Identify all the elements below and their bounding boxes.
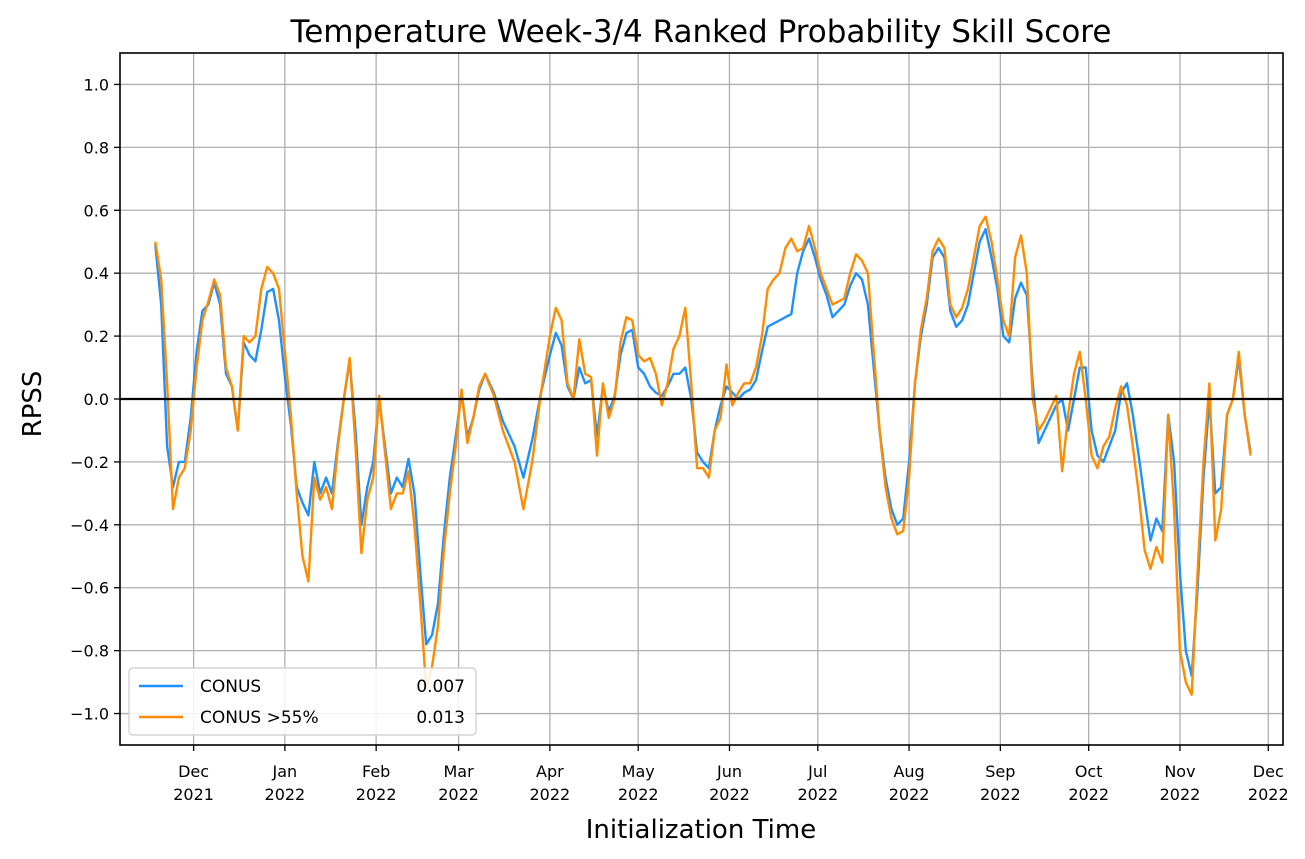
x-axis-label: Initialization Time [586, 815, 816, 845]
chart-title: Temperature Week-3/4 Ranked Probability … [290, 14, 1112, 50]
x-tick-label-year: 2022 [797, 785, 838, 804]
y-tick-label: 0.4 [84, 264, 109, 283]
x-tick-label-year: 2022 [980, 785, 1021, 804]
legend: CONUS 0.007 CONUS >55% 0.013 [128, 667, 477, 736]
series-line-conus-55 [154, 215, 1252, 696]
y-tick-label: 0.2 [84, 327, 109, 346]
x-tick-label-year: 2022 [530, 785, 571, 804]
x-tick-label: Dec [178, 762, 209, 781]
x-tick-label-year: 2022 [265, 785, 306, 804]
x-tick-label: Jan [272, 762, 298, 781]
y-tick-label: 0.0 [84, 390, 109, 409]
x-tick-label-year: 2022 [356, 785, 397, 804]
x-tick-label: Jul [807, 762, 827, 781]
x-tick-label: Aug [893, 762, 924, 781]
y-tick-label: 0.6 [84, 201, 109, 220]
series-line-conus [154, 227, 1252, 677]
x-tick-label-year: 2022 [889, 785, 930, 804]
x-tick-label: Nov [1164, 762, 1195, 781]
x-tick-label: Dec [1253, 762, 1284, 781]
legend-label-conus: CONUS [200, 677, 261, 697]
x-tick-label: Oct [1075, 762, 1103, 781]
y-tick-label: −0.6 [70, 579, 109, 598]
x-tick-label-year: 2022 [1160, 785, 1201, 804]
y-tick-label: −0.8 [70, 642, 109, 661]
x-tick-label-year: 2022 [1068, 785, 1109, 804]
x-tick-label-year: 2022 [618, 785, 659, 804]
legend-value-conus: 0.007 [416, 677, 465, 697]
legend-label-conus-55: CONUS >55% [200, 708, 319, 728]
x-tick-label: Jun [716, 762, 742, 781]
y-tick-label: 1.0 [84, 75, 109, 94]
y-tick-label: −1.0 [70, 705, 109, 724]
x-tick-label-year: 2022 [709, 785, 750, 804]
y-tick-label: −0.4 [70, 516, 109, 535]
x-tick-label: Mar [444, 762, 475, 781]
x-tick-label: May [622, 762, 655, 781]
x-axis-ticks: Dec 2021 Jan 2022 Feb 2022 Mar 2022 Apr 2022 May 20… [173, 745, 1289, 804]
y-tick-label: −0.2 [70, 453, 109, 472]
x-tick-label-year: 2021 [173, 785, 214, 804]
y-axis-ticks: 1.0 0.8 0.6 0.4 0.2 0.0 −0.2 −0.4 −0.6 −0.8 −1.0 [70, 75, 120, 724]
x-tick-label-year: 2022 [1248, 785, 1289, 804]
y-tick-label: 0.8 [84, 138, 109, 157]
x-tick-label: Feb [362, 762, 390, 781]
x-tick-label-year: 2022 [438, 785, 479, 804]
series-lines [154, 215, 1252, 696]
x-tick-label: Sep [985, 762, 1015, 781]
x-tick-label: Apr [536, 762, 564, 781]
legend-value-conus-55: 0.013 [416, 708, 465, 728]
legend-box [128, 667, 477, 736]
y-axis-label: RPSS [18, 371, 48, 438]
